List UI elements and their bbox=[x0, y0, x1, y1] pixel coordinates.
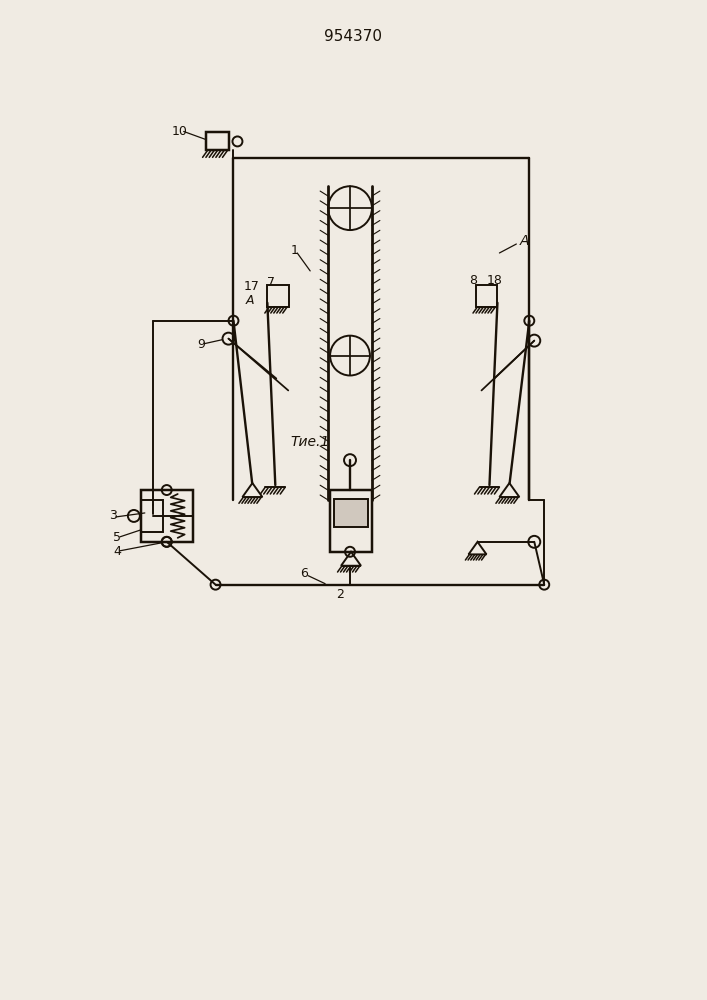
Text: 6: 6 bbox=[300, 567, 308, 580]
Polygon shape bbox=[243, 483, 262, 497]
Bar bbox=[334, 499, 368, 527]
Bar bbox=[141, 500, 163, 532]
Text: 10: 10 bbox=[172, 125, 187, 138]
Text: 9: 9 bbox=[198, 338, 206, 351]
Bar bbox=[141, 490, 192, 542]
Text: 18: 18 bbox=[486, 274, 503, 287]
Text: 1: 1 bbox=[291, 244, 298, 257]
Text: 3: 3 bbox=[109, 509, 117, 522]
Polygon shape bbox=[469, 542, 486, 554]
Bar bbox=[267, 285, 289, 307]
Text: 8: 8 bbox=[469, 274, 477, 287]
Text: 5: 5 bbox=[113, 531, 121, 544]
Polygon shape bbox=[341, 552, 361, 566]
Text: A: A bbox=[245, 294, 254, 307]
Polygon shape bbox=[499, 483, 520, 497]
Text: 2: 2 bbox=[336, 588, 344, 601]
Text: Τие.1: Τие.1 bbox=[291, 435, 329, 449]
Bar bbox=[330, 490, 372, 552]
Text: 4: 4 bbox=[113, 545, 121, 558]
Text: 7: 7 bbox=[267, 276, 275, 289]
Text: 17: 17 bbox=[243, 280, 259, 293]
Bar bbox=[476, 285, 498, 307]
Text: A: A bbox=[520, 234, 529, 248]
Text: 954370: 954370 bbox=[324, 29, 382, 44]
Bar bbox=[206, 132, 230, 150]
